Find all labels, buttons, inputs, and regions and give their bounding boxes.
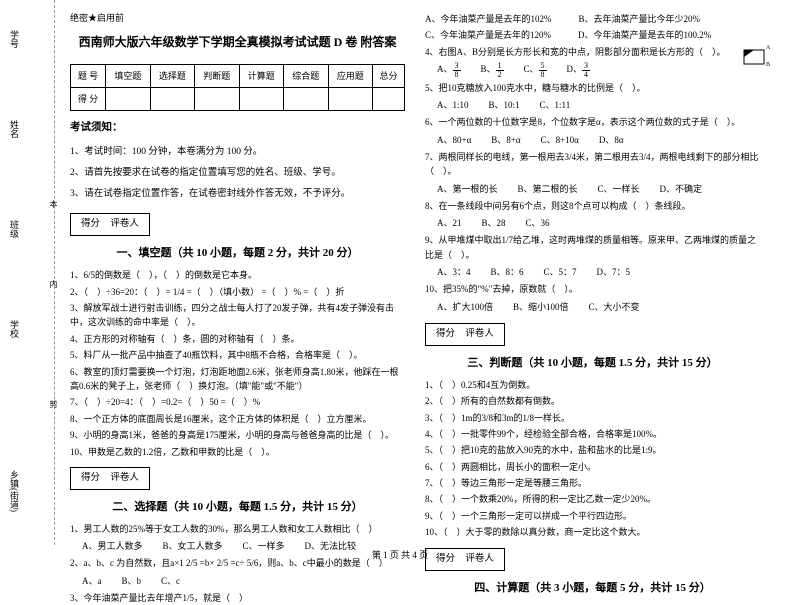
opts: A、第一根的长B、第二根的长C、一样长D、不确定 xyxy=(437,181,760,197)
score-table: 题 号 填空题 选择题 判断题 计算题 综合题 应用题 总分 得 分 xyxy=(70,64,405,111)
binding-area: 学号 姓名 班级 学校 乡镇(街道) 内 本 剪 xyxy=(0,0,55,545)
q: 9、从甲堆煤中取出1/7给乙堆，这时两堆煤的质量相等。原来甲、乙两堆煤的质量之比… xyxy=(425,233,760,262)
th: 总分 xyxy=(373,64,405,87)
bind-label: 学校 xyxy=(8,320,21,338)
q: 2、（ ）÷36=20：（ ）= 1/4 =（ ）（填小数） =（ ）% =（ … xyxy=(70,285,405,299)
bind-label: 班级 xyxy=(8,220,21,238)
opts: A、21B、28C、36 xyxy=(437,215,760,231)
notice-title: 考试须知： xyxy=(70,119,405,138)
score-box: 得分 评卷人 xyxy=(70,213,150,236)
q: 8、在一条线段中间另有6个点，则这8个点可以构成（ ）条线段。 xyxy=(425,199,760,213)
score-box: 得分 评卷人 xyxy=(70,467,150,490)
q: 4、右图A、B分别是长方形长和宽的中点，阴影部分面积是长方形的（ ）。 xyxy=(425,45,760,59)
th: 应用题 xyxy=(328,64,372,87)
opts: A、3：4B、8：6C、5：7D、7：5 xyxy=(437,264,760,280)
q: 1、6/5的倒数是（ ），（ ）的倒数是它本身。 xyxy=(70,268,405,282)
q: 3、今年油菜产量比去年增产1/5，就是（ ） xyxy=(70,591,405,605)
row-label: 得 分 xyxy=(71,87,106,110)
grader-label: 评卷人 xyxy=(461,326,498,343)
q: 5、（ ）把10克的盐放入90克的水中，盐和盐水的比是1:9。 xyxy=(425,443,760,457)
q: 4、（ ）一批零件99个，经检验全部合格，合格率是100%。 xyxy=(425,427,760,441)
rectangle-diagram-icon: A B xyxy=(742,42,772,72)
q: 10、把35%的"%"去掉，原数就（ ）。 xyxy=(425,282,760,296)
opts: A、扩大100倍B、缩小100倍C、大小不变 xyxy=(437,299,760,315)
bind-label: 姓名 xyxy=(8,120,21,138)
opts: A、1:10B、10:1C、1:11 xyxy=(437,97,760,113)
q: 2、（ ）所有的自然数都有倒数。 xyxy=(425,394,760,408)
th: 计算题 xyxy=(239,64,283,87)
score-label: 得分 xyxy=(77,470,104,487)
svg-text:B: B xyxy=(766,62,770,68)
opts: A、a B、b C、c xyxy=(82,573,405,589)
q: 5、把10克糖放入100克水中，糖与糖水的比例是（ ）。 xyxy=(425,81,760,95)
exam-title: 西南师大版六年级数学下学期全真模拟考试试题 D 卷 附答案 xyxy=(70,32,405,54)
q: C、今年油菜产量是去年的120% D、今年油菜产量是去年的100.2% xyxy=(425,28,760,42)
svg-text:A: A xyxy=(766,45,771,51)
q: 5、料厂从一批产品中抽查了40瓶饮料，其中8瓶不合格，合格率是（ ）。 xyxy=(70,348,405,362)
q: 10、（ ）大于零的数除以真分数，商一定比这个数大。 xyxy=(425,525,760,539)
th: 填空题 xyxy=(106,64,150,87)
section2-title: 二、选择题（共 10 小题，每题 1.5 分，共计 15 分） xyxy=(70,498,405,518)
score-label: 得分 xyxy=(432,326,459,343)
opts: A、38 B、12 C、58 D、34 xyxy=(437,61,760,78)
section4-title: 四、计算题（共 3 小题，每题 5 分，共计 15 分） xyxy=(425,579,760,599)
section1-title: 一、填空题（共 10 小题，每题 2 分，共计 20 分） xyxy=(70,244,405,264)
side-note-jian: 剪 xyxy=(48,400,59,408)
th: 选择题 xyxy=(150,64,194,87)
opts: A、80+αB、8+αC、8+10αD、8α xyxy=(437,132,760,148)
th: 判断题 xyxy=(195,64,239,87)
q: 7、（ ）等边三角形一定是等腰三角形。 xyxy=(425,476,760,490)
q: 9、（ ）一个三角形一定可以拼成一个平行四边形。 xyxy=(425,509,760,523)
side-note-ben: 本 xyxy=(48,200,59,208)
q: 8、（ ）一个数乘20%，所得的积一定比乙数一定少20%。 xyxy=(425,492,760,506)
q: 8、一个正方体的底面周长是16厘米，这个正方体的体积是（ ）立方厘米。 xyxy=(70,412,405,426)
page-container: 绝密★启用前 西南师大版六年级数学下学期全真模拟考试试题 D 卷 附答案 题 号… xyxy=(0,0,800,545)
th: 题 号 xyxy=(71,64,106,87)
notice-item: 3、请在试卷指定位置作答，在试卷密封线外作答无效，不予评分。 xyxy=(70,186,405,203)
q: A、今年油菜产量是去年的102% B、去年油菜产量比今年少20% xyxy=(425,12,760,26)
section3-title: 三、判断题（共 10 小题，每题 1.5 分，共计 15 分） xyxy=(425,354,760,374)
page-footer: 第 1 页 共 4 页 xyxy=(0,548,800,561)
q: 6、教室的顶灯需要换一个灯泡，灯泡距地面2.6米，张老师身高1.80米，他踩在一… xyxy=(70,365,405,394)
q: 7、两根同样长的电线，第一根用去3/4米，第二根用去3/4，两根电线剩下的部分相… xyxy=(425,150,760,179)
q: 6、一个两位数的十位数字是8，个位数字是α，表示这个两位数的式子是（ ）。 xyxy=(425,115,760,129)
notice-item: 1、考试时间：100 分钟，本卷满分为 100 分。 xyxy=(70,144,405,161)
q: 7、（ ）÷20=4：（ ）=0.2=（ ）50 =（ ）% xyxy=(70,395,405,409)
q: 9、小明的身高1米，爸爸的身高是175厘米，小明的身高与爸爸身高的比是（ ）。 xyxy=(70,428,405,442)
bind-label: 乡镇(街道) xyxy=(8,470,21,512)
grader-label: 评卷人 xyxy=(106,470,143,487)
secrecy-tag: 绝密★启用前 xyxy=(70,10,405,26)
side-note-nei: 内 xyxy=(48,280,59,288)
score-box: 得分 评卷人 xyxy=(425,323,505,346)
q: 3、（ ）1m的3/8和3m的1/8一样长。 xyxy=(425,411,760,425)
notice-item: 2、请首先按要求在试卷的指定位置填写您的姓名、班级、学号。 xyxy=(70,165,405,182)
q: 3、解放军战士进行射击训练，四分之战士每人打了20发子弹，共有4发子弹没有击中，… xyxy=(70,301,405,330)
q: 10、甲数是乙数的1.2倍，乙数和甲数的比是（ ）。 xyxy=(70,445,405,459)
q: 1、男工人数的25%等于女工人数的30%，那么男工人数和女工人数相比（ ） xyxy=(70,522,405,536)
q: 6、（ ）两圆相比，周长小的面积一定小。 xyxy=(425,460,760,474)
bind-label: 学号 xyxy=(8,30,21,48)
q: 1、（ ）0.25和4互为倒数。 xyxy=(425,378,760,392)
left-column: 绝密★启用前 西南师大版六年级数学下学期全真模拟考试试题 D 卷 附答案 题 号… xyxy=(60,10,415,545)
th: 综合题 xyxy=(284,64,328,87)
right-column: A、今年油菜产量是去年的102% B、去年油菜产量比今年少20% C、今年油菜产… xyxy=(415,10,770,545)
grader-label: 评卷人 xyxy=(106,216,143,233)
q: 4、正方形的对称轴有（ ）条，圆的对称轴有（ ）条。 xyxy=(70,332,405,346)
score-label: 得分 xyxy=(77,216,104,233)
